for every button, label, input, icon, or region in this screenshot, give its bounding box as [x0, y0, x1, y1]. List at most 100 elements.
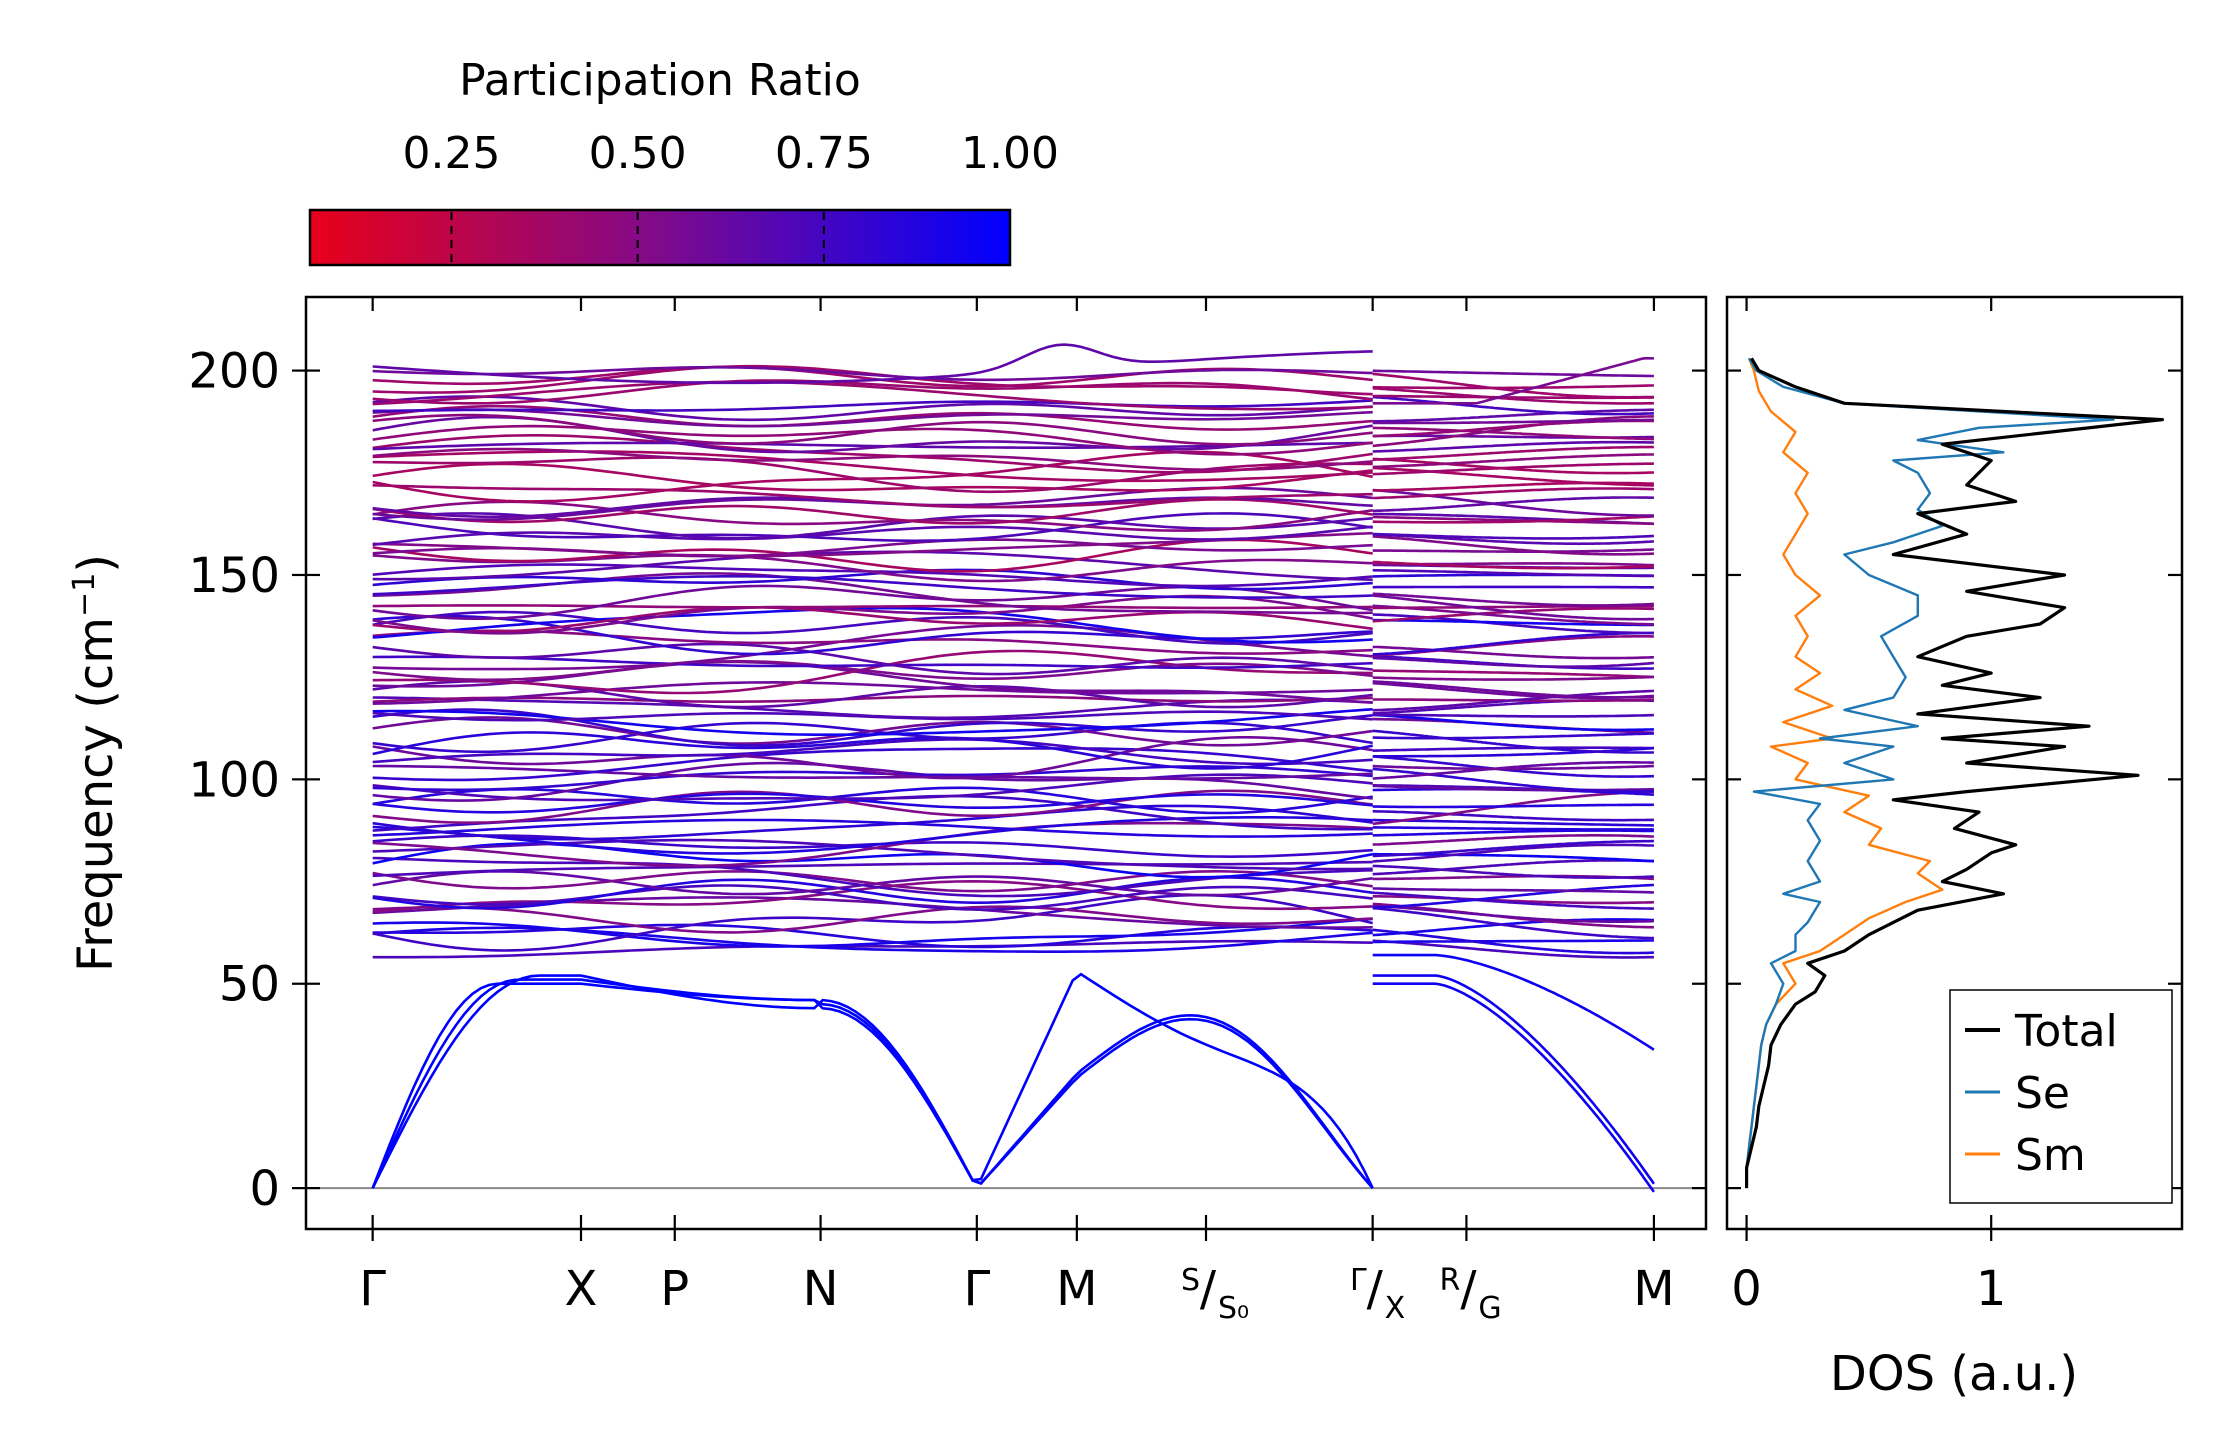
optical-branch: [1372, 395, 1654, 416]
optical-branch: [372, 538, 1373, 573]
optical-branch: [1372, 761, 1654, 780]
optical-branch: [372, 870, 1373, 893]
optical-branch: [1372, 645, 1654, 660]
optical-branch: [1372, 675, 1654, 681]
kpoint-label: P: [660, 1261, 689, 1317]
optical-branch: [372, 736, 1373, 780]
legend-label-total: Total: [2014, 1006, 2118, 1057]
optical-branch: [1372, 939, 1654, 944]
optical-branch: [1372, 713, 1654, 718]
optical-branch: [1372, 386, 1654, 405]
kpoint-slash: /: [1460, 1261, 1477, 1317]
optical-branch: [372, 408, 1373, 428]
dos-plot-frame: [1725, 295, 2184, 1231]
kpoint-label-main: Γ: [1350, 1263, 1367, 1298]
optical-branch: [1372, 418, 1654, 425]
optical-branch: [1372, 928, 1654, 955]
optical-branch: [372, 747, 1373, 782]
optical-branch: [372, 447, 1373, 472]
optical-branch: [372, 804, 1373, 841]
colorbar-ticks: 0.25 0.50 0.75 1.00: [403, 128, 1059, 263]
optical-branch: [1372, 568, 1654, 578]
optical-branch: [1372, 834, 1654, 846]
optical-branch: [372, 610, 1373, 645]
optical-branch: [1372, 445, 1654, 461]
kpoint-slash: /: [1200, 1261, 1217, 1317]
optical-branch: [1372, 810, 1654, 822]
optical-branch: [1372, 488, 1654, 517]
optical-branch: [1372, 592, 1654, 607]
optical-branch: [372, 860, 1373, 878]
optical-branch: [372, 462, 1373, 492]
optical-branch: [1372, 656, 1655, 668]
y-label-sup: −1: [67, 573, 102, 617]
band-x-ticks: Γ X P N Γ M S / S₀Γ / XR / G M: [359, 297, 1675, 1326]
acoustic-branch: [1372, 953, 1655, 1051]
optical-branch: [1372, 426, 1654, 441]
dos-x-axis-label: DOS (a.u.): [1830, 1346, 2078, 1402]
colorbar-tick-label: 0.50: [589, 128, 687, 179]
optical-branch: [372, 660, 1373, 704]
optical-branch: [372, 343, 1373, 385]
optical-branch: [1372, 440, 1654, 453]
optical-branch: [1372, 408, 1654, 423]
optical-branch: [1372, 560, 1654, 570]
dos-legend: Total Se Sm: [1949, 989, 2173, 1204]
y-label-close: ): [68, 554, 124, 573]
optical-branch: [1372, 631, 1654, 656]
optical-branch: [1372, 818, 1654, 827]
acoustic-branch: [371, 978, 1374, 1189]
colorbar-tick-label: 0.25: [403, 128, 501, 179]
optical-branch: [1372, 669, 1654, 679]
optical-branch: [372, 884, 1373, 911]
optical-branch: [1372, 864, 1654, 879]
optical-branch: [372, 917, 1373, 948]
legend-label-sm: Sm: [2015, 1130, 2086, 1181]
optical-branch: [372, 642, 1373, 676]
legend-label-se: Se: [2015, 1068, 2070, 1119]
optical-branch: [1372, 462, 1654, 476]
optical-branch: [1372, 790, 1654, 826]
optical-branch: [1372, 594, 1654, 621]
colorbar-tick-label: 1.00: [961, 128, 1059, 179]
optical-branch: [372, 568, 1373, 591]
optical-branch: [1372, 843, 1654, 863]
optical-branch: [1372, 372, 1654, 399]
optical-branch: [1372, 535, 1654, 556]
band-y-axis-label: Frequency (cm−1): [67, 554, 124, 972]
optical-branch: [1372, 859, 1654, 876]
optical-branch: [1372, 767, 1654, 793]
optical-branch: [372, 399, 1373, 413]
optical-branch: [372, 404, 1373, 431]
kpoint-label-sub: X: [1385, 1291, 1406, 1326]
optical-branch: [1372, 891, 1654, 910]
optical-branch: [372, 786, 1373, 815]
optical-branch: [1372, 906, 1654, 940]
dos-line-sm: [1745, 357, 1944, 1189]
kpoint-label-main: S: [1181, 1263, 1200, 1298]
optical-branch: [1372, 904, 1654, 923]
y-label-main: Frequency (cm: [68, 617, 124, 972]
colorbar-gradient: [308, 208, 1012, 267]
optical-branch: [372, 614, 1373, 656]
optical-branch: [1372, 457, 1654, 475]
optical-branch: [372, 365, 1373, 382]
kpoint-label: Γ: [963, 1261, 990, 1317]
dos-x-tick-label: 0: [1731, 1261, 1762, 1317]
optical-branch: [372, 575, 1373, 599]
optical-branch: [1372, 698, 1654, 715]
colorbar-title: Participation Ratio: [459, 55, 861, 106]
kpoint-label: Γ: [359, 1261, 386, 1317]
acoustic-branch: [371, 982, 1374, 1189]
optical-branch: [372, 856, 1373, 898]
band-y-ticks: 0 50 100 150 200: [188, 344, 1706, 1217]
acoustic-branch: [371, 972, 1374, 1189]
optical-branch: [1372, 496, 1654, 513]
kpoint-slash: /: [1367, 1261, 1384, 1317]
optical-branch: [1372, 384, 1654, 390]
optical-branch: [372, 525, 1373, 547]
y-tick-label: 50: [219, 957, 280, 1013]
